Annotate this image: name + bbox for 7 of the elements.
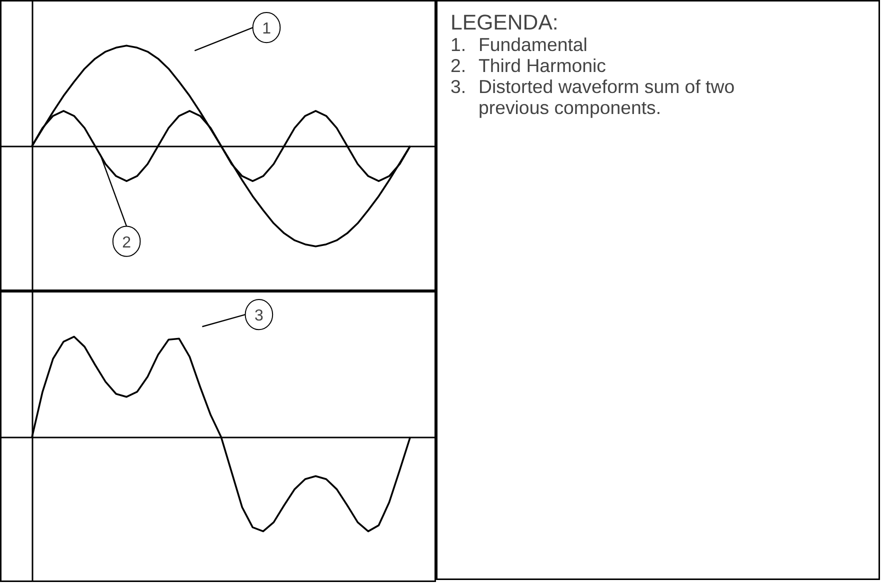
legend-label: 1 [262,20,272,38]
text: 3. Distorted waveform sum of two previous components. [450,76,735,118]
text: 1. Fundamental [450,34,588,55]
legend-label: 3 [254,308,264,325]
text: 2. Third Harmonic [450,55,606,76]
text: 2 [122,234,132,252]
text: LEGENDA: [450,10,558,34]
